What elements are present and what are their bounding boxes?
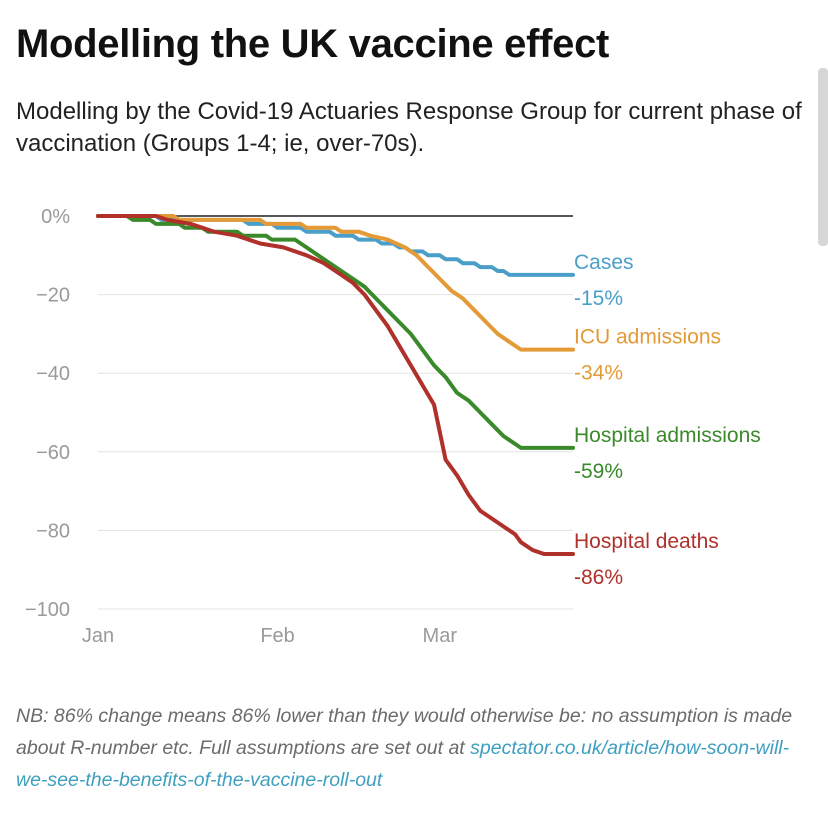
series-name-label: Cases [574,251,634,274]
series-value-label: -15% [574,287,623,310]
y-tick-label: −80 [36,520,70,542]
y-tick-label: −40 [36,363,70,385]
series-name-label: ICU admissions [574,326,721,349]
footnote-text: NB: 86% change means 86% lower than they… [16,705,793,759]
series-value-label: -34% [574,362,623,385]
series-line-icu-admissions [96,214,575,352]
series-lines [96,214,575,556]
footnote-link[interactable]: spectator.co.uk/article/how-soon-will-we… [16,737,790,791]
y-tick-label: 0% [41,206,70,228]
series-value-label: -59% [574,460,623,483]
chart-title: Modelling the UK vaccine effect [16,22,610,66]
series-name-label: Hospital admissions [574,424,761,447]
y-axis-ticks: 0% −20 −40 −60 −80 −100 [25,206,70,621]
chart-grid [98,215,573,610]
line-chart: 0% −20 −40 −60 −80 −100 Jan Feb Mar Cases -15% IC… [25,206,761,647]
series-end-labels: Cases -15% ICU admissions -34% Hospital admi… [574,251,761,589]
x-tick-label: Jan [82,625,114,647]
y-tick-label: −20 [36,285,70,307]
x-axis-ticks: Jan Feb Mar [82,625,457,647]
y-tick-label: −100 [25,599,70,621]
footnote: NB: 86% change means 86% lower than they… [16,700,806,796]
x-tick-label: Feb [260,625,294,647]
series-line-hospital-deaths [96,214,575,556]
y-tick-label: −60 [36,442,70,464]
scrollbar-thumb[interactable] [818,68,828,246]
series-value-label: -86% [574,566,623,589]
series-line-hospital-admissions [96,214,575,450]
chart-subtitle: Modelling by the Covid-19 Actuaries Resp… [16,98,802,157]
series-name-label: Hospital deaths [574,530,719,553]
x-tick-label: Mar [423,625,458,647]
